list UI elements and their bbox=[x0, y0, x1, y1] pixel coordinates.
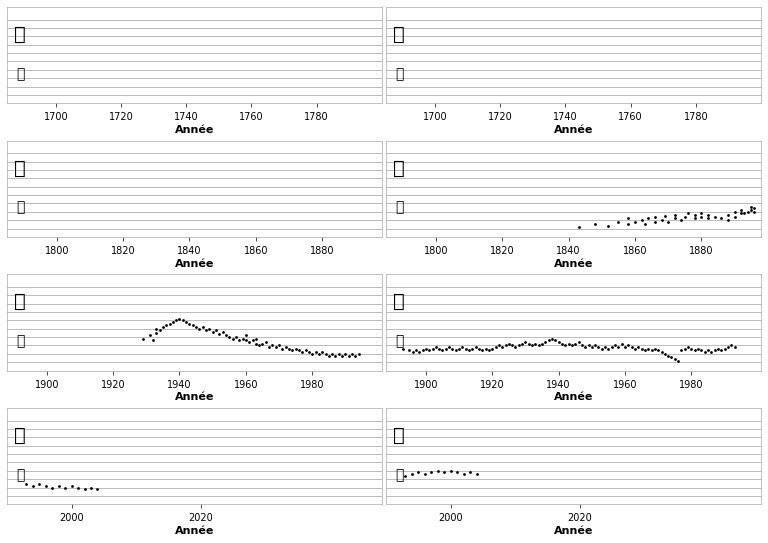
Text: 𝄢: 𝄢 bbox=[395, 200, 403, 214]
X-axis label: Année: Année bbox=[554, 125, 593, 135]
Text: 𝄞: 𝄞 bbox=[14, 426, 26, 445]
X-axis label: Année: Année bbox=[554, 258, 593, 269]
Text: 𝄞: 𝄞 bbox=[393, 25, 405, 44]
Text: 𝄞: 𝄞 bbox=[14, 159, 26, 178]
X-axis label: Année: Année bbox=[175, 526, 214, 536]
Text: 𝄞: 𝄞 bbox=[14, 293, 26, 312]
Text: 𝄢: 𝄢 bbox=[395, 468, 403, 482]
Text: 𝄢: 𝄢 bbox=[16, 334, 25, 348]
Text: 𝄢: 𝄢 bbox=[16, 468, 25, 482]
X-axis label: Année: Année bbox=[554, 526, 593, 536]
X-axis label: Année: Année bbox=[554, 393, 593, 402]
Text: 𝄢: 𝄢 bbox=[16, 200, 25, 214]
X-axis label: Année: Année bbox=[175, 258, 214, 269]
Text: 𝄢: 𝄢 bbox=[395, 334, 403, 348]
Text: 𝄢: 𝄢 bbox=[395, 67, 403, 81]
Text: 𝄞: 𝄞 bbox=[14, 25, 26, 44]
Text: 𝄢: 𝄢 bbox=[16, 67, 25, 81]
Text: 𝄞: 𝄞 bbox=[393, 293, 405, 312]
X-axis label: Année: Année bbox=[175, 393, 214, 402]
Text: 𝄞: 𝄞 bbox=[393, 159, 405, 178]
X-axis label: Année: Année bbox=[175, 125, 214, 135]
Text: 𝄞: 𝄞 bbox=[393, 426, 405, 445]
